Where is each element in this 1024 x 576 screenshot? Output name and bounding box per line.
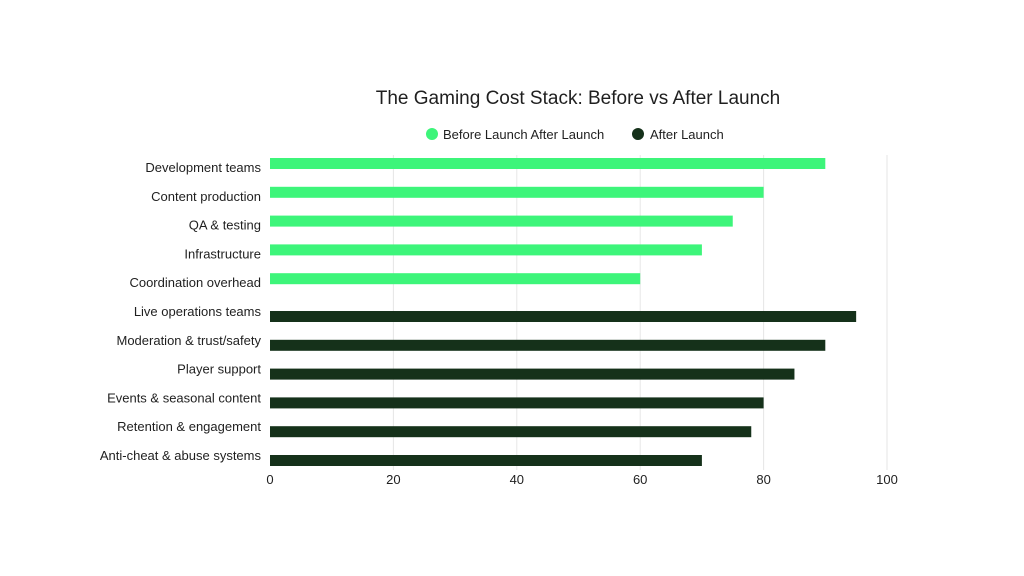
x-tick-label: 40: [510, 472, 524, 487]
category-label: Player support: [177, 362, 261, 377]
chart-title: The Gaming Cost Stack: Before vs After L…: [376, 88, 780, 109]
x-tick-label: 80: [756, 472, 770, 487]
legend-marker-before-launch: [426, 128, 438, 140]
bar-before-launch-0: [270, 158, 826, 169]
legend: Before Launch After Launch After Launch: [426, 127, 724, 142]
category-label: Infrastructure: [184, 246, 261, 261]
x-tick-label: 60: [633, 472, 647, 487]
bar-before-launch-1: [270, 186, 764, 198]
bar-before-launch-3: [270, 244, 702, 256]
bar-after-launch-5: [270, 311, 857, 322]
x-tick-label: 100: [876, 472, 898, 487]
category-label: Moderation & trust/safety: [116, 333, 261, 348]
bar-after-launch-6: [270, 339, 826, 351]
category-label: Events & seasonal content: [107, 390, 261, 405]
category-label: Content production: [151, 189, 261, 204]
category-labels: Development teams Content production QA & …: [100, 160, 262, 463]
bar-after-launch-9: [270, 426, 752, 438]
category-label: Retention & engagement: [117, 419, 261, 434]
legend-marker-after-launch: [632, 128, 644, 140]
bar-after-launch-8: [270, 397, 764, 409]
x-tick-label: 0: [266, 472, 273, 487]
category-label: QA & testing: [189, 218, 261, 233]
category-label: Development teams: [145, 160, 261, 175]
x-axis-ticks: 0 20 40 60 80 100: [266, 472, 897, 487]
bar-before-launch-2: [270, 215, 733, 227]
category-label: Anti-cheat & abuse systems: [100, 448, 262, 463]
bars: [270, 158, 857, 466]
bar-after-launch-7: [270, 368, 795, 380]
category-label: Live operations teams: [134, 304, 262, 319]
category-label: Coordination overhead: [129, 275, 261, 290]
legend-label-after-launch: After Launch: [650, 127, 724, 142]
bar-before-launch-4: [270, 273, 641, 285]
bar-after-launch-10: [270, 455, 702, 466]
legend-label-before-launch: Before Launch After Launch: [443, 127, 604, 142]
x-tick-label: 20: [386, 472, 400, 487]
